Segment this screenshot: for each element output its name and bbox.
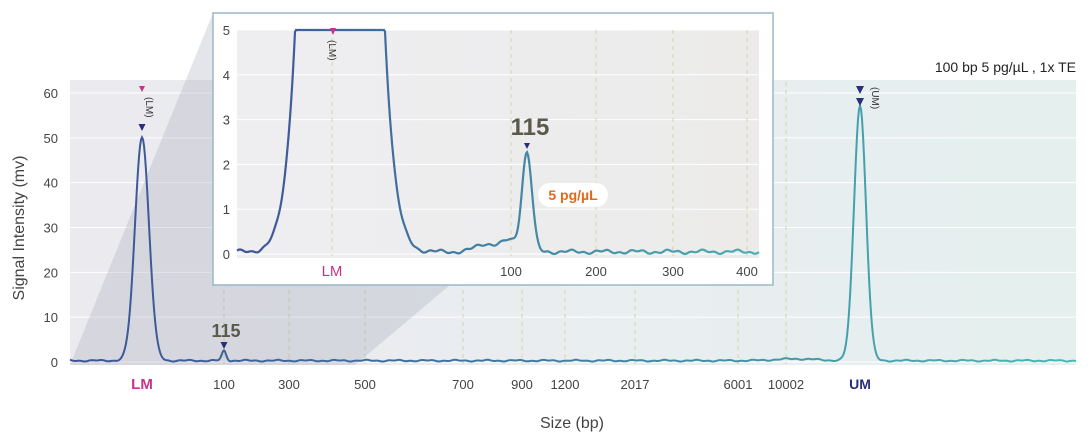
inset-y-tick-label: 3: [223, 113, 230, 128]
x-axis-label: Size (bp): [540, 415, 604, 432]
main-y-tick-label: 60: [44, 86, 58, 101]
inset-x-tick-label: 100: [500, 264, 522, 279]
zoom-inset: 0 1 2 3 4 5 LM 100 200 300 400 (LM) 115 5 pg/µL: [212, 12, 774, 286]
main-x-tick-label: 500: [354, 377, 376, 392]
peak-115-marker: [220, 342, 228, 349]
inset-x-tick-label: LM: [322, 263, 343, 280]
lm-marker-label: (LM): [143, 97, 154, 118]
inset-x-tick-label: 400: [736, 264, 758, 279]
inset-plot-background: [237, 30, 759, 258]
lm-top-marker: [139, 86, 145, 92]
main-y-tick-label: 30: [44, 221, 58, 236]
main-y-axis: 0 10 20 30 40 50 60: [44, 86, 58, 370]
main-y-tick-label: 50: [44, 131, 58, 146]
main-y-tick-label: 20: [44, 265, 58, 280]
inset-gridlines: [237, 29, 759, 256]
concentration-label: 5 pg/µL: [548, 187, 598, 203]
main-x-tick-label: 100: [213, 377, 235, 392]
inset-y-tick-label: 4: [223, 68, 230, 83]
inset-x-tick-label: 200: [585, 264, 607, 279]
peak-115-label: 115: [211, 321, 240, 341]
main-x-tick-label: 10002: [768, 377, 804, 392]
inset-peak-115-marker: [524, 143, 530, 149]
inset-y-tick-label: 5: [223, 23, 230, 38]
y-axis-label: Signal Intensity (mv): [11, 156, 28, 301]
sample-annotation: 100 bp 5 pg/µL , 1x TE: [935, 59, 1076, 75]
inset-x-axis: LM 100 200 300 400: [322, 263, 758, 280]
concentration-badge: [538, 183, 608, 207]
main-y-tick-label: 10: [44, 310, 58, 325]
inset-series-line: [236, 28, 760, 256]
inset-x-tick-label: 300: [662, 264, 684, 279]
main-x-tick-label: LM: [131, 376, 153, 393]
main-y-tick-label: 40: [44, 176, 58, 191]
inset-y-axis: 0 1 2 3 4 5: [223, 23, 230, 262]
um-top-marker: [856, 86, 864, 94]
main-x-axis: LM 100 300 500 700 900 1200 2017 6001 10002 UM: [131, 376, 871, 393]
main-series-line: [69, 101, 1077, 363]
main-x-tick-label: 700: [452, 377, 474, 392]
inset-y-tick-label: 2: [223, 157, 230, 172]
inset-y-tick-label: 0: [223, 247, 230, 262]
inset-y-tick-label: 1: [223, 202, 230, 217]
um-marker-label: (UM): [869, 87, 880, 109]
main-x-tick-label: 1200: [551, 377, 580, 392]
um-bottom-marker: [856, 98, 864, 106]
inset-lm-marker: [330, 28, 336, 35]
inset-lm-marker-label: (LM): [326, 40, 337, 61]
inset-peak-115-label: 115: [511, 114, 550, 141]
main-x-tick-label: 2017: [621, 377, 650, 392]
main-x-tick-label: 300: [278, 377, 300, 392]
main-y-tick-label: 0: [51, 355, 58, 370]
lm-bottom-marker: [138, 124, 146, 131]
main-x-tick-label: 6001: [724, 377, 753, 392]
main-x-tick-label: 900: [511, 377, 533, 392]
main-x-tick-label: UM: [849, 376, 871, 392]
